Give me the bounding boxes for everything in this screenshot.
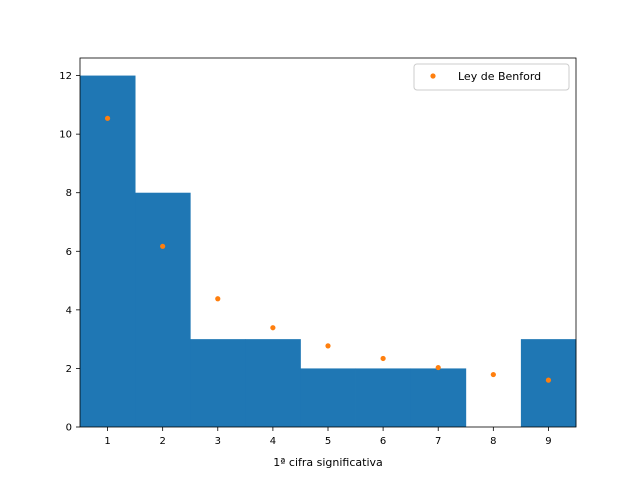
x-axis: 1 2 3 4 5 6 7 8 9 (104, 427, 552, 447)
benford-point-9 (545, 377, 552, 383)
benford-point-6 (380, 355, 386, 362)
bar-6 (355, 368, 412, 427)
y-tick-label: 8 (66, 188, 72, 199)
y-axis: 0 2 4 6 8 10 12 (59, 71, 80, 434)
x-tick-label: 3 (215, 436, 221, 447)
bar-2 (135, 192, 191, 427)
x-tick-label: 6 (380, 436, 386, 447)
bar-3 (190, 339, 246, 427)
y-tick-label: 6 (66, 247, 72, 258)
x-tick-label: 8 (490, 436, 496, 447)
x-tick-label: 5 (325, 436, 331, 447)
bar-1 (80, 75, 136, 428)
benford-point-5 (325, 343, 331, 349)
x-tick-label: 7 (435, 436, 441, 447)
legend: Ley de Benford (413, 63, 570, 91)
bar-4 (245, 339, 301, 427)
points-layer (104, 115, 552, 383)
legend-label: Ley de Benford (458, 70, 541, 83)
y-tick-label: 2 (66, 364, 72, 375)
benford-point-3 (215, 296, 221, 302)
legend-box (413, 63, 570, 91)
bar-5 (300, 368, 356, 427)
benford-point-7 (435, 364, 441, 371)
y-tick-label: 12 (59, 71, 72, 82)
x-tick-label: 4 (270, 436, 276, 447)
benford-point-8 (490, 371, 496, 378)
benford-point-2 (160, 243, 166, 249)
legend-marker (430, 73, 436, 79)
y-tick-label: 0 (66, 423, 72, 434)
bar-7 (410, 368, 467, 427)
x-tick-label: 9 (545, 436, 551, 447)
y-tick-label: 4 (66, 305, 72, 316)
x-axis-label: 1ª cifra significativa (273, 456, 383, 469)
bar-9 (520, 339, 577, 427)
benford-point-1 (104, 115, 111, 121)
x-tick-label: 1 (104, 436, 110, 447)
benford-point-4 (270, 325, 276, 331)
bars-layer (80, 75, 577, 428)
y-tick-label: 10 (59, 130, 72, 141)
x-tick-label: 2 (159, 436, 165, 447)
